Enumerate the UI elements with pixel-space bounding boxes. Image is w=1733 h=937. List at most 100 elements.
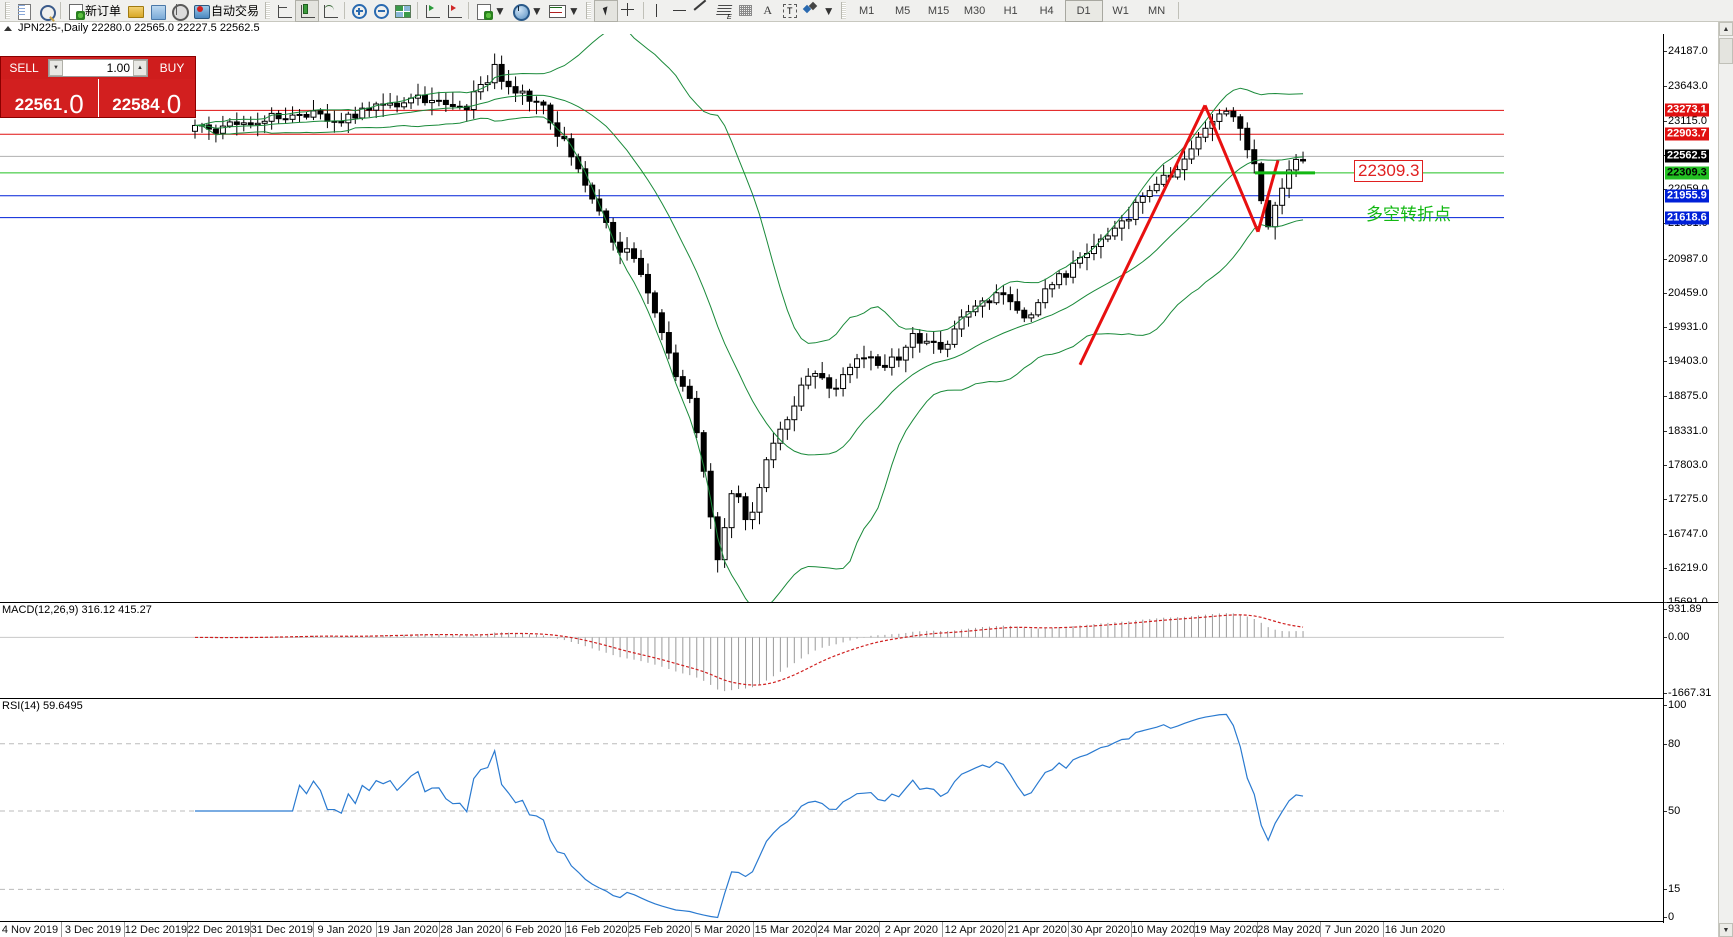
auto-trading-button[interactable]: 自动交易 <box>190 1 262 21</box>
one-click-trading-panel: SELL ▼ 1.00 ▲ BUY 22561 .0 22584 .0 <box>0 56 196 118</box>
blue-window-icon[interactable] <box>146 1 168 21</box>
chevron-down-icon-4[interactable]: ▼ <box>822 3 835 18</box>
price-pane[interactable]: 24187.023643.023115.022587.022059.021531… <box>0 34 1733 608</box>
date-tick: 24 Mar 2020 <box>817 924 880 936</box>
timeframe-m15[interactable]: M15 <box>927 4 950 17</box>
templates-icon[interactable]: ▼ <box>546 1 583 21</box>
timeframe-m5[interactable]: M5 <box>894 4 911 17</box>
cursor-icon[interactable] <box>593 0 618 22</box>
macd-pane[interactable]: MACD(12,26,9) 316.12 415.27 931.89 0.00 -1… <box>0 602 1733 699</box>
macd-axis[interactable]: 931.89 0.00 -1667.31 <box>1663 603 1719 699</box>
date-tick: 2 Apr 2020 <box>884 924 938 936</box>
vertical-line-icon[interactable] <box>647 1 669 21</box>
date-tick: 22 Dec 2019 <box>187 924 251 936</box>
horizontal-line-icon[interactable] <box>669 1 691 21</box>
scroll-up-icon[interactable]: ▲ <box>1719 22 1733 36</box>
volume-up-icon[interactable]: ▲ <box>133 60 147 76</box>
price-chart-canvas[interactable] <box>0 34 1504 602</box>
timeframe-mn[interactable]: MN <box>1148 4 1166 17</box>
trendline-icon[interactable] <box>691 1 713 21</box>
scrollbar-thumb[interactable] <box>1719 38 1733 64</box>
toolbar-separator-6 <box>1177 2 1179 19</box>
sell-button[interactable]: SELL <box>9 61 39 75</box>
data-window-icon[interactable] <box>35 1 57 21</box>
candlestick-chart-icon[interactable] <box>295 0 320 22</box>
timeframe-h1[interactable]: H1 <box>1003 4 1018 17</box>
rsi-pane[interactable]: RSI(14) 59.6495 100 80 50 15 0 <box>0 698 1733 923</box>
chevron-down-icon-2[interactable]: ▼ <box>530 3 543 18</box>
zoom-out-icon[interactable] <box>370 1 392 21</box>
globe-icon[interactable] <box>168 1 190 21</box>
macd-canvas[interactable] <box>0 603 1504 699</box>
rsi-axis[interactable]: 100 80 50 15 0 <box>1663 699 1719 923</box>
auto-scroll-icon[interactable] <box>443 1 465 21</box>
date-tick: 21 Apr 2020 <box>1007 924 1067 936</box>
price-tick: 23643.0 <box>1664 80 1708 93</box>
channel-icon[interactable] <box>735 1 757 21</box>
chart-shift-icon[interactable] <box>421 1 443 21</box>
date-tick: 19 Jan 2020 <box>377 924 438 936</box>
buy-price[interactable]: 22584 .0 <box>99 79 196 117</box>
sell-price[interactable]: 22561 .0 <box>1 79 99 117</box>
document-icon[interactable] <box>13 1 35 21</box>
date-axis[interactable]: 4 Nov 2019 3 Dec 2019 12 Dec 2019 22 Dec 20… <box>0 921 1719 937</box>
date-separator <box>1194 922 1196 937</box>
buy-price-frac: .0 <box>159 89 182 119</box>
rsi-tick: 50 <box>1663 805 1681 817</box>
vertical-scrollbar[interactable]: ▲ ▼ <box>1718 22 1733 937</box>
line-chart-icon[interactable] <box>319 1 341 21</box>
date-separator <box>816 922 818 937</box>
price-tick: 20987.0 <box>1664 252 1708 265</box>
volume-stepper[interactable]: ▼ 1.00 ▲ <box>48 59 148 77</box>
date-separator <box>501 922 503 937</box>
chart-window: JPN225-,Daily 22280.0 22565.0 22227.5 22… <box>0 22 1733 937</box>
date-tick: 28 Jan 2020 <box>440 924 501 936</box>
volume-value[interactable]: 1.00 <box>106 61 130 75</box>
shapes-icon[interactable]: ▼ <box>801 1 838 21</box>
chevron-down-icon[interactable]: ▼ <box>494 3 506 18</box>
date-tick: 6 Feb 2020 <box>505 924 562 936</box>
date-separator <box>375 922 377 937</box>
timeframe-w1[interactable]: W1 <box>1112 4 1129 17</box>
toolbar-grip-2[interactable] <box>265 2 271 19</box>
auto-trading-label: 自动交易 <box>211 4 260 18</box>
timeframe-h4[interactable]: H4 <box>1039 4 1054 17</box>
grid-icon[interactable] <box>392 1 414 21</box>
new-order-button[interactable]: 新订单 <box>64 1 124 21</box>
date-separator <box>942 922 944 937</box>
date-separator <box>1005 922 1007 937</box>
volume-down-icon[interactable]: ▼ <box>49 60 63 76</box>
toolbar-grip[interactable] <box>5 2 10 19</box>
indicators-icon[interactable]: ▼ <box>472 1 509 21</box>
timeframe-m30[interactable]: M30 <box>963 4 986 17</box>
folder-icon[interactable] <box>124 1 146 21</box>
chevron-down-icon-3[interactable]: ▼ <box>567 3 580 18</box>
rsi-tick: 100 <box>1663 699 1687 711</box>
date-separator <box>879 922 881 937</box>
collapse-icon[interactable] <box>4 25 12 31</box>
rsi-canvas[interactable] <box>0 699 1504 923</box>
timeframe-d1[interactable]: D1 <box>1064 0 1103 22</box>
fibonacci-icon[interactable]: E <box>713 1 735 21</box>
date-tick: 10 May 2020 <box>1131 924 1195 936</box>
date-separator <box>1257 922 1259 937</box>
text-icon[interactable]: A <box>763 3 773 17</box>
price-axis[interactable]: 24187.023643.023115.022587.022059.021531… <box>1663 34 1719 608</box>
toolbar-grip-4[interactable] <box>840 2 846 19</box>
macd-tick: -1667.31 <box>1663 687 1712 699</box>
scroll-down-icon[interactable]: ▼ <box>1719 923 1733 937</box>
main-toolbar: 新订单 自动交易 ▼ ▼ ▼ E A T ▼ M1 M5 M15 M30 H1 H4 D1 W… <box>0 0 1733 22</box>
date-separator <box>1320 922 1322 937</box>
buy-button[interactable]: BUY <box>159 61 185 75</box>
rsi-tick: 80 <box>1663 737 1681 750</box>
timeframe-m1[interactable]: M1 <box>858 4 875 17</box>
periods-icon[interactable]: ▼ <box>509 1 546 21</box>
toolbar-grip-3[interactable] <box>585 2 591 19</box>
zoom-in-icon[interactable] <box>348 1 370 21</box>
text-label-icon[interactable]: T <box>779 1 801 21</box>
date-separator <box>186 922 188 937</box>
crosshair-icon[interactable] <box>618 1 640 21</box>
rsi-tick: 15 <box>1663 883 1681 896</box>
rsi-label: RSI(14) 59.6495 <box>2 700 83 712</box>
bar-chart-icon[interactable] <box>273 1 295 21</box>
